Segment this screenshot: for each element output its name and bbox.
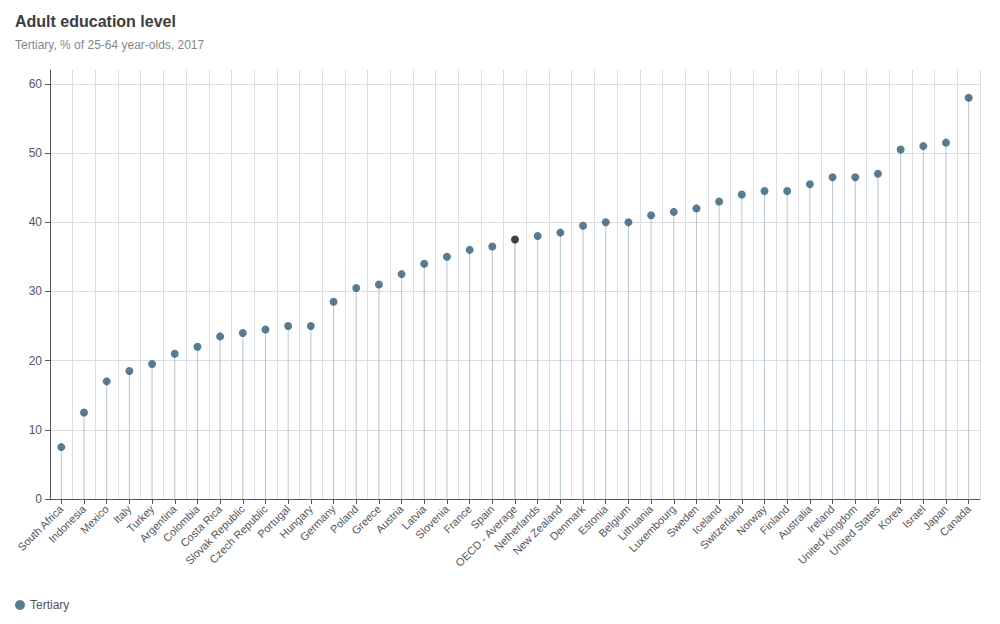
- svg-text:Spain: Spain: [468, 502, 497, 532]
- svg-text:South Africa: South Africa: [15, 502, 66, 554]
- svg-text:Italy: Italy: [110, 502, 134, 526]
- svg-text:Greece: Greece: [349, 502, 384, 537]
- svg-text:0: 0: [35, 492, 42, 506]
- svg-text:Germany: Germany: [297, 502, 338, 544]
- svg-text:Ireland: Ireland: [804, 502, 837, 535]
- svg-text:Argentina: Argentina: [137, 502, 179, 545]
- svg-text:Hungary: Hungary: [277, 502, 316, 541]
- svg-text:30: 30: [29, 284, 43, 298]
- svg-text:Denmark: Denmark: [547, 502, 588, 543]
- svg-text:Portugal: Portugal: [255, 502, 293, 541]
- svg-text:Sweden: Sweden: [664, 502, 701, 540]
- svg-text:Czech Republic: Czech Republic: [206, 502, 270, 566]
- svg-text:Iceland: Iceland: [689, 502, 724, 537]
- svg-text:20: 20: [29, 354, 43, 368]
- svg-text:Costa Rica: Costa Rica: [177, 502, 225, 550]
- svg-text:Australia: Australia: [775, 502, 815, 542]
- svg-text:Japan: Japan: [920, 502, 951, 533]
- svg-text:Estonia: Estonia: [575, 502, 610, 538]
- svg-text:United Kingdom: United Kingdom: [795, 502, 860, 567]
- svg-text:Belgium: Belgium: [596, 502, 633, 540]
- svg-text:Finland: Finland: [757, 502, 792, 537]
- svg-text:United States: United States: [827, 502, 882, 557]
- svg-text:Israel: Israel: [900, 502, 928, 531]
- svg-text:Tertiary: Tertiary: [30, 598, 69, 612]
- svg-text:Colombia: Colombia: [160, 502, 202, 545]
- svg-text:OECD - Average: OECD - Average: [453, 502, 520, 569]
- svg-text:Tertiary, % of 25-64 year-olds: Tertiary, % of 25-64 year-olds, 2017: [15, 38, 205, 52]
- svg-text:Mexico: Mexico: [78, 503, 111, 536]
- svg-text:60: 60: [29, 77, 43, 91]
- svg-text:Lithuania: Lithuania: [615, 502, 656, 543]
- svg-text:Switzerland: Switzerland: [697, 502, 747, 552]
- svg-text:Latvia: Latvia: [399, 502, 429, 532]
- svg-text:France: France: [441, 503, 474, 536]
- svg-text:10: 10: [29, 423, 43, 437]
- svg-text:Canada: Canada: [937, 502, 973, 538]
- svg-text:50: 50: [29, 146, 43, 160]
- svg-text:Luxembourg: Luxembourg: [626, 502, 678, 555]
- svg-text:40: 40: [29, 215, 43, 229]
- svg-text:Austria: Austria: [373, 502, 406, 535]
- svg-text:Turkey: Turkey: [124, 502, 157, 535]
- svg-text:Poland: Poland: [327, 502, 361, 536]
- svg-text:Norway: Norway: [733, 502, 769, 538]
- svg-text:Adult education level: Adult education level: [15, 13, 176, 30]
- svg-text:Slovenia: Slovenia: [412, 502, 452, 541]
- svg-text:Netherlands: Netherlands: [491, 502, 542, 554]
- svg-text:Slovak Republic: Slovak Republic: [182, 502, 247, 567]
- svg-text:Indonesia: Indonesia: [46, 502, 89, 545]
- svg-text:New Zealand: New Zealand: [510, 502, 565, 557]
- svg-text:Korea: Korea: [876, 502, 906, 532]
